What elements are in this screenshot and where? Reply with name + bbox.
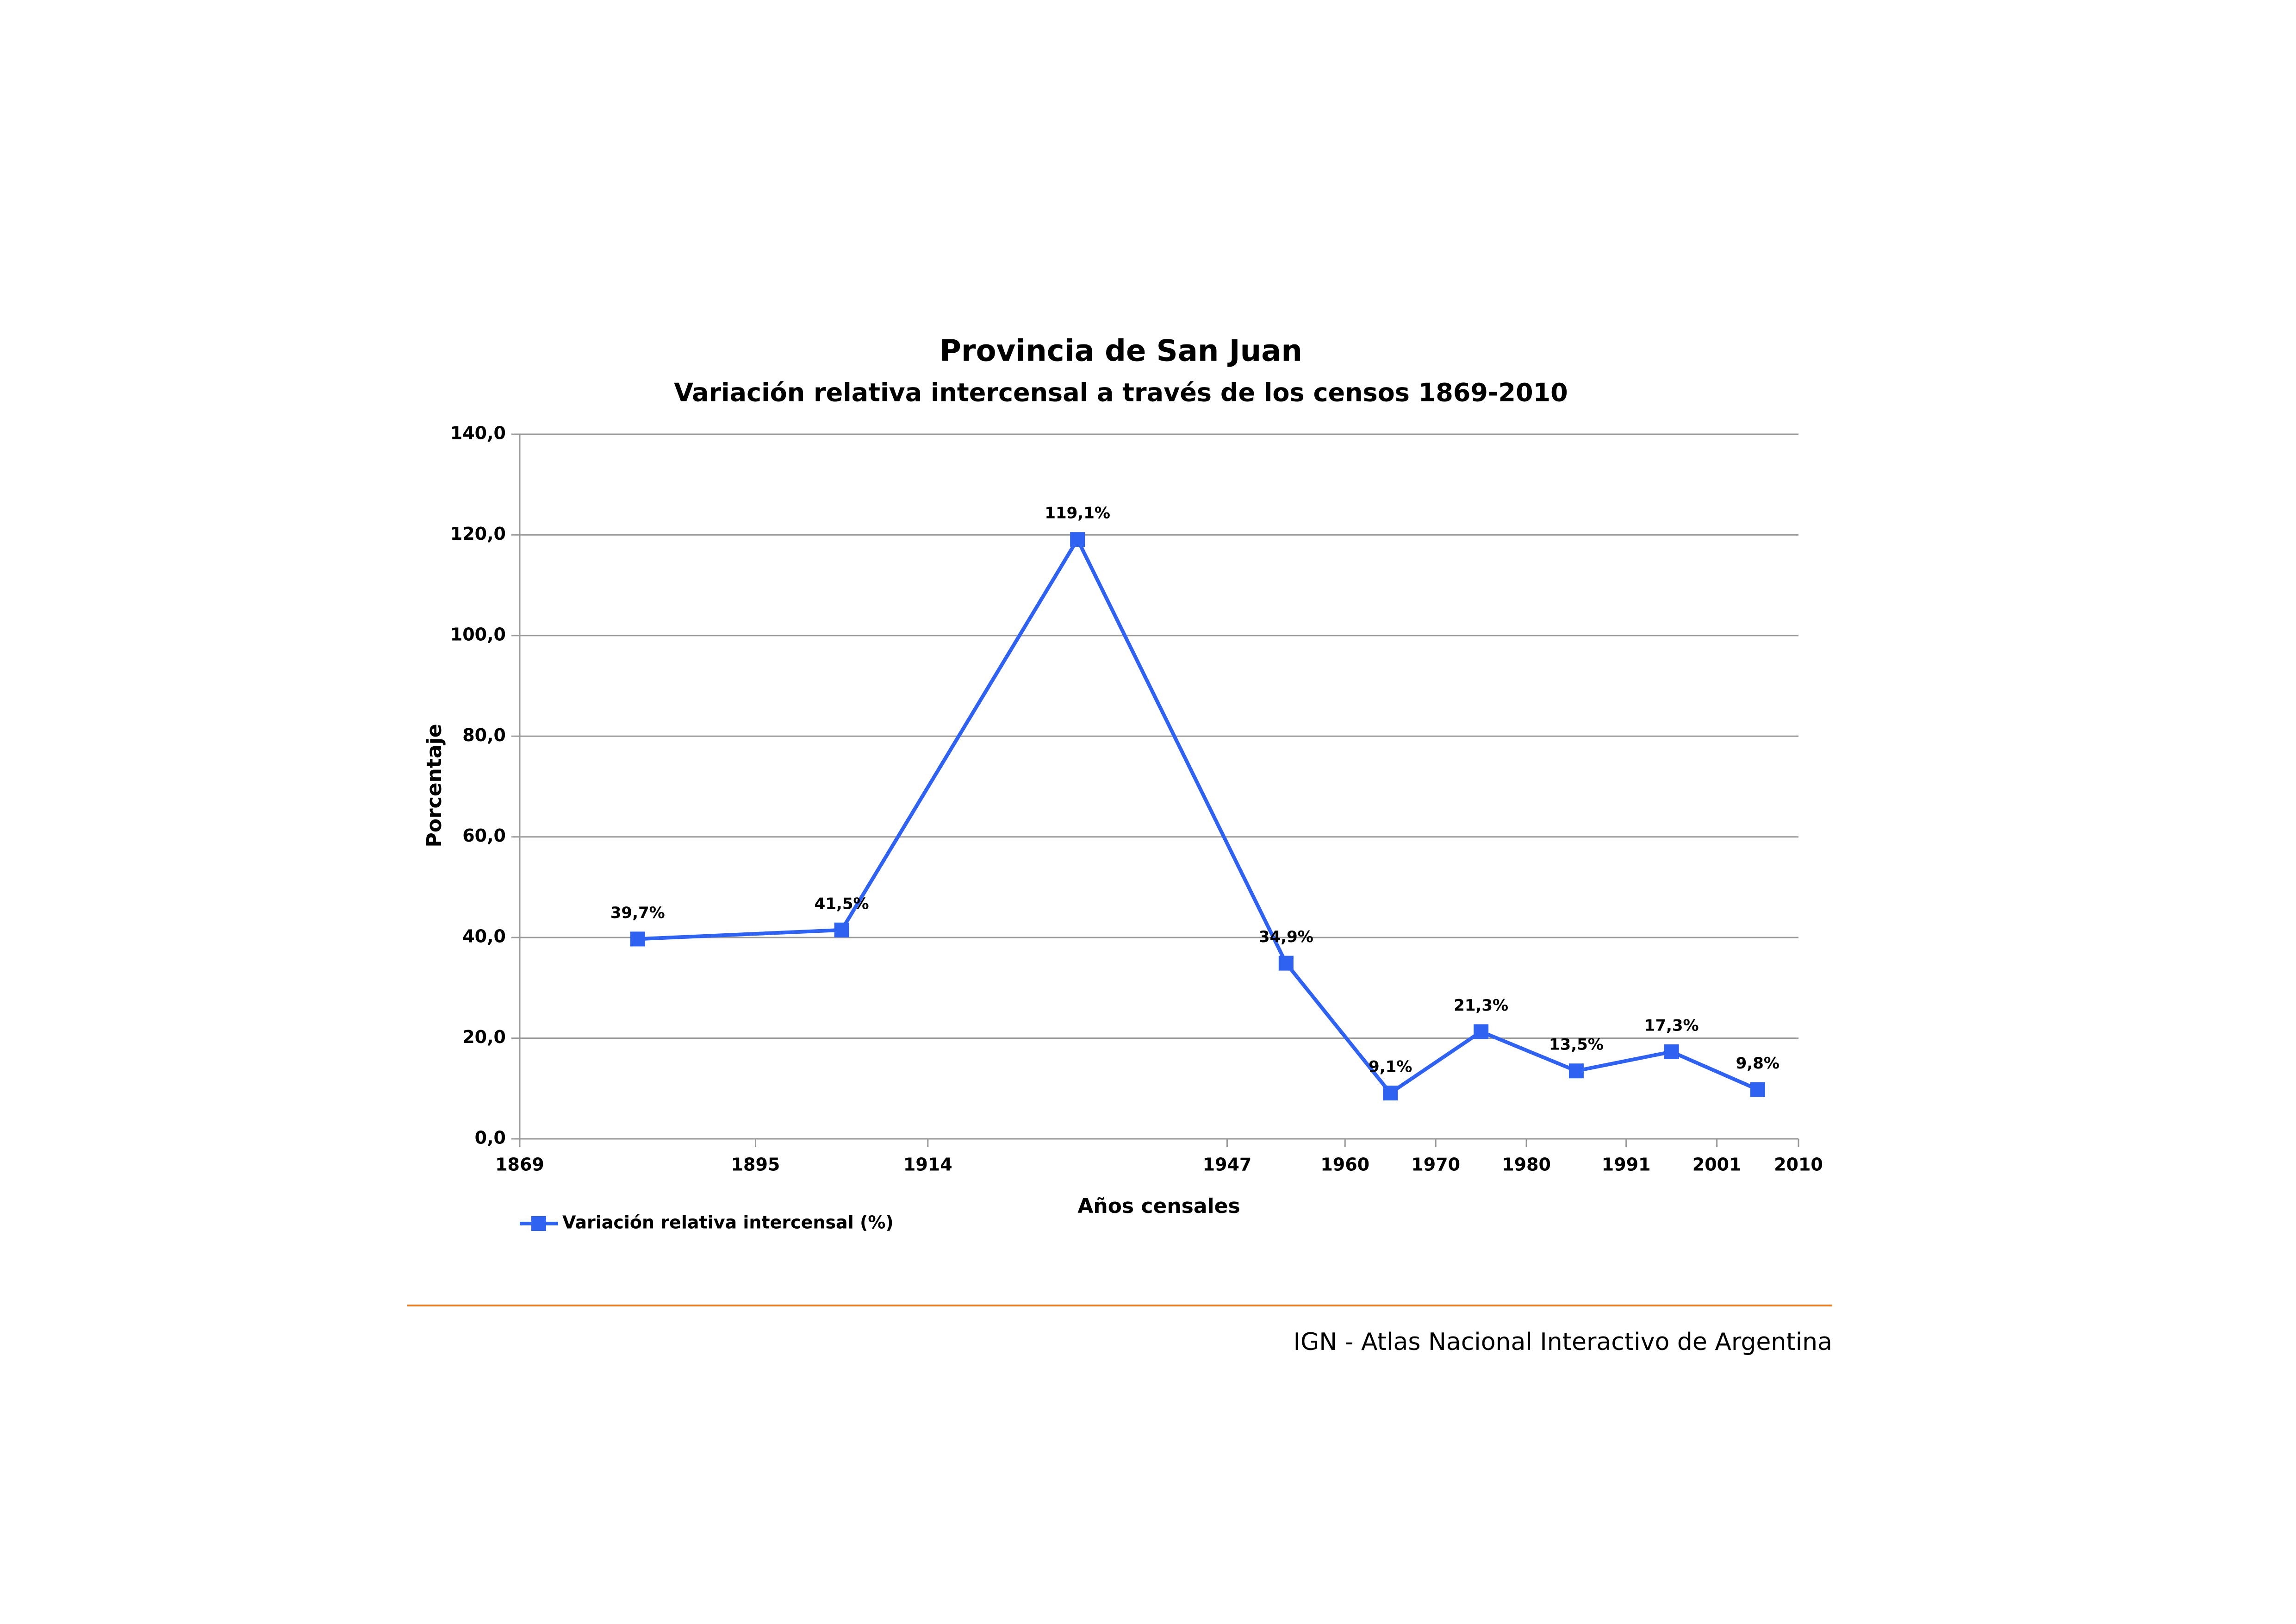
x-axis-title: Años censales <box>1077 1194 1240 1218</box>
x-tick-label: 1914 <box>903 1155 952 1175</box>
y-tick-label: 60,0 <box>462 825 506 846</box>
data-point <box>1474 1024 1489 1039</box>
y-tick-label: 140,0 <box>450 423 506 443</box>
data-label: 119,1% <box>1045 504 1110 523</box>
y-tick-label: 80,0 <box>462 725 506 745</box>
x-tick-label: 1947 <box>1203 1155 1252 1175</box>
y-tick-label: 0,0 <box>475 1128 506 1148</box>
chart-title: Provincia de San Juan <box>940 334 1302 369</box>
y-tick-label: 120,0 <box>450 524 506 544</box>
x-tick-label: 2001 <box>1692 1155 1742 1175</box>
data-label: 9,8% <box>1736 1054 1780 1073</box>
x-tick-label: 1970 <box>1411 1155 1460 1175</box>
data-label: 13,5% <box>1549 1036 1604 1054</box>
series-line <box>637 537 1759 1095</box>
data-label: 34,9% <box>1259 928 1313 946</box>
y-tick-label: 20,0 <box>462 1027 506 1047</box>
y-axis-title: Porcentaje <box>423 724 446 847</box>
footer-text: IGN - Atlas Nacional Interactivo de Arge… <box>1294 1328 1832 1356</box>
data-label: 17,3% <box>1644 1016 1699 1035</box>
x-tick-label: 1991 <box>1602 1155 1651 1175</box>
x-tick-label: 1960 <box>1320 1155 1369 1175</box>
data-point <box>630 931 645 947</box>
x-tick-label: 2010 <box>1774 1155 1823 1175</box>
data-point <box>1568 1063 1584 1079</box>
data-label: 39,7% <box>610 904 665 922</box>
x-tick-label: 1869 <box>495 1155 544 1175</box>
x-tick-label: 1980 <box>1502 1155 1551 1175</box>
data-point <box>834 922 849 937</box>
chart-subtitle: Variación relativa intercensal a través … <box>674 378 1568 407</box>
data-label: 41,5% <box>815 894 869 913</box>
data-point <box>1750 1082 1765 1097</box>
y-tick-label: 100,0 <box>450 624 506 644</box>
y-tick-label: 40,0 <box>462 926 506 947</box>
data-point <box>1383 1086 1398 1101</box>
legend-marker <box>531 1216 546 1231</box>
data-point <box>1664 1044 1679 1059</box>
x-tick-label: 1895 <box>731 1155 780 1175</box>
data-point <box>1070 532 1085 547</box>
data-label: 21,3% <box>1454 996 1508 1015</box>
legend-label: Variación relativa intercensal (%) <box>562 1212 894 1233</box>
data-point <box>1278 956 1294 971</box>
data-label: 9,1% <box>1369 1058 1412 1076</box>
